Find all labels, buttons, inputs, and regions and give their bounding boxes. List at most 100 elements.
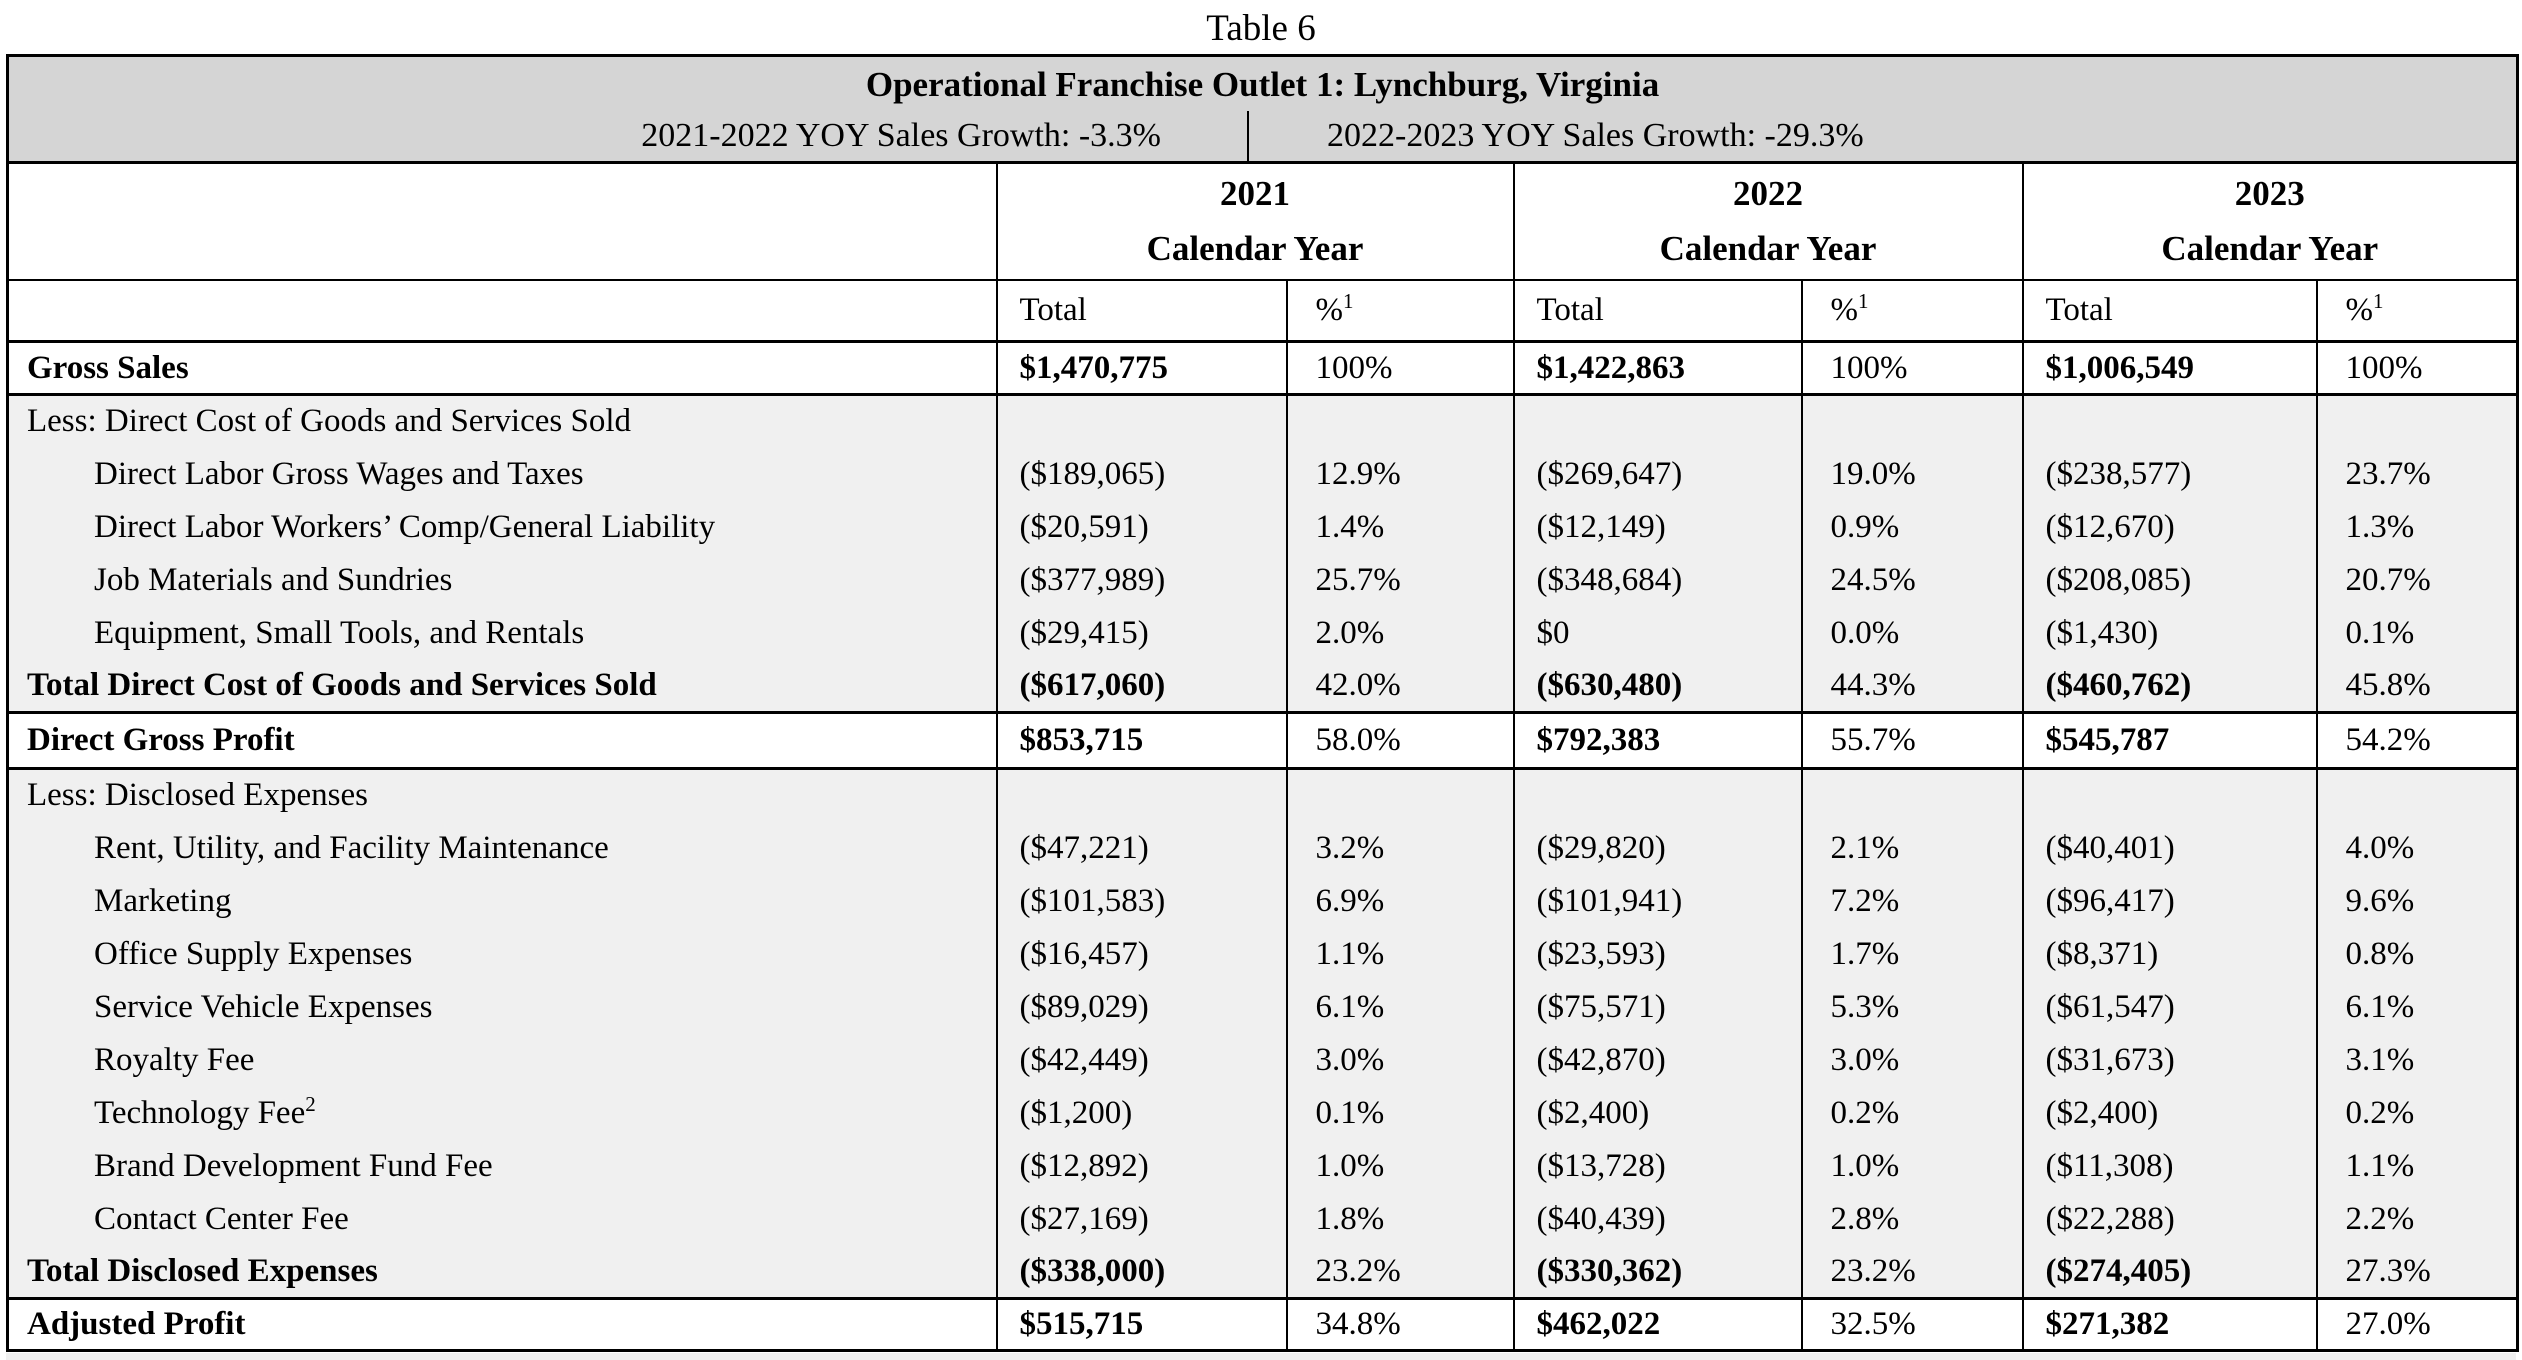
amount-cell: $462,022: [1512, 1298, 1802, 1351]
year-label: 2023: [2234, 174, 2305, 214]
percent-cell: 1.1%: [1285, 927, 1514, 981]
amount-cell: ($75,571): [1512, 980, 1802, 1034]
next-row-cutoff-strip: [6, 1353, 2516, 1360]
amount-cell: [1512, 394, 1802, 448]
year-header-2022: 2022 Calendar Year: [1512, 162, 2023, 281]
row-label: Royalty Fee: [7, 1033, 997, 1087]
year-label: 2022: [1733, 174, 1803, 214]
year-header-2021: 2021 Calendar Year: [995, 162, 1514, 281]
subheader-pct-2023: %1: [2315, 279, 2518, 343]
amount-cell: ($2,400): [2021, 1086, 2317, 1140]
percent-cell: 5.3%: [1800, 980, 2023, 1034]
table-row: Rent, Utility, and Facility Maintenance …: [7, 821, 2518, 875]
percent-cell: 3.2%: [1285, 821, 1514, 875]
percent-cell: 25.7%: [1285, 553, 1514, 607]
amount-cell: $271,382: [2021, 1298, 2317, 1351]
amount-cell: $545,787: [2021, 712, 2317, 770]
percent-cell: 20.7%: [2315, 553, 2518, 607]
subheader-total-2023: Total: [2021, 279, 2317, 343]
percent-sign: %: [1830, 291, 1859, 328]
calendar-year-label: Calendar Year: [2161, 229, 2379, 269]
percent-cell: 1.0%: [1800, 1139, 2023, 1193]
table-row: Job Materials and Sundries ($377,989) 25…: [7, 553, 2518, 607]
percent-cell: 45.8%: [2315, 659, 2518, 714]
amount-cell: $515,715: [995, 1298, 1287, 1351]
percent-cell: 23.7%: [2315, 447, 2518, 501]
percent-cell: 58.0%: [1285, 712, 1514, 770]
percent-cell: 12.9%: [1285, 447, 1514, 501]
amount-cell: ($23,593): [1512, 927, 1802, 981]
percent-cell: 9.6%: [2315, 874, 2518, 928]
percent-cell: 100%: [1800, 341, 2023, 396]
percent-cell: 23.2%: [1285, 1245, 1514, 1300]
calendar-year-label: Calendar Year: [1659, 229, 1877, 269]
percent-cell: 100%: [2315, 341, 2518, 396]
table-row-total-cogs: Total Direct Cost of Goods and Services …: [7, 659, 2518, 714]
amount-cell: ($12,670): [2021, 500, 2317, 554]
amount-cell: ($101,941): [1512, 874, 1802, 928]
amount-cell: ($377,989): [995, 553, 1287, 607]
amount-cell: $1,422,863: [1512, 341, 1802, 396]
percent-cell: 27.3%: [2315, 1245, 2518, 1300]
amount-cell: ($2,400): [1512, 1086, 1802, 1140]
percent-cell: 19.0%: [1800, 447, 2023, 501]
row-label: Equipment, Small Tools, and Rentals: [7, 606, 997, 660]
amount-cell: ($47,221): [995, 821, 1287, 875]
calendar-year-label: Calendar Year: [1146, 229, 1364, 269]
row-label: Less: Direct Cost of Goods and Services …: [7, 394, 997, 448]
percent-cell: 1.4%: [1285, 500, 1514, 554]
percent-cell: 1.7%: [1800, 927, 2023, 981]
amount-cell: ($101,583): [995, 874, 1287, 928]
row-label: Direct Gross Profit: [7, 712, 997, 770]
percent-cell: [1285, 394, 1514, 448]
amount-cell: [1512, 768, 1802, 822]
amount-cell: ($12,149): [1512, 500, 1802, 554]
percent-cell: 1.0%: [1285, 1139, 1514, 1193]
percent-cell: 7.2%: [1800, 874, 2023, 928]
percent-cell: 0.2%: [1800, 1086, 2023, 1140]
percent-cell: [2315, 768, 2518, 822]
percent-cell: 100%: [1285, 341, 1514, 396]
amount-cell: $1,006,549: [2021, 341, 2317, 396]
percent-cell: 2.0%: [1285, 606, 1514, 660]
table-row: Equipment, Small Tools, and Rentals ($29…: [7, 606, 2518, 660]
amount-cell: ($31,673): [2021, 1033, 2317, 1087]
percent-sign: %: [2345, 291, 2374, 328]
amount-cell: $792,383: [1512, 712, 1802, 770]
percent-cell: 0.1%: [1285, 1086, 1514, 1140]
table-row-total-disclosed: Total Disclosed Expenses ($338,000) 23.2…: [7, 1245, 2518, 1300]
year-header-row: 2021 Calendar Year 2022 Calendar Year 20…: [7, 162, 2518, 281]
row-label: Direct Labor Workers’ Comp/General Liabi…: [7, 500, 997, 554]
amount-cell: ($460,762): [2021, 659, 2317, 714]
amount-cell: ($1,430): [2021, 606, 2317, 660]
table-caption: Table 6: [1206, 8, 1316, 49]
row-label: Brand Development Fund Fee: [7, 1139, 997, 1193]
amount-cell: ($20,591): [995, 500, 1287, 554]
amount-cell: ($13,728): [1512, 1139, 1802, 1193]
percent-cell: [1285, 768, 1514, 822]
percent-cell: 0.9%: [1800, 500, 2023, 554]
amount-cell: ($42,449): [995, 1033, 1287, 1087]
percent-cell: 54.2%: [2315, 712, 2518, 770]
row-label: Less: Disclosed Expenses: [7, 768, 997, 822]
yoy-growth-2022-2023: 2022-2023 YOY Sales Growth: -29.3%: [1327, 117, 1864, 154]
table-row: Service Vehicle Expenses ($89,029) 6.1% …: [7, 980, 2518, 1034]
table-row-gross-sales: Gross Sales $1,470,775 100% $1,422,863 1…: [7, 341, 2518, 396]
table-row-section-header: Less: Direct Cost of Goods and Services …: [7, 394, 2518, 448]
table-row: Brand Development Fund Fee ($12,892) 1.0…: [7, 1139, 2518, 1193]
amount-cell: ($16,457): [995, 927, 1287, 981]
footnote-marker: 1: [2373, 288, 2384, 313]
amount-cell: [995, 768, 1287, 822]
amount-cell: ($630,480): [1512, 659, 1802, 714]
subheader-total-2021: Total: [995, 279, 1287, 343]
row-label: Total Disclosed Expenses: [7, 1245, 997, 1300]
percent-cell: 6.9%: [1285, 874, 1514, 928]
percent-cell: 0.0%: [1800, 606, 2023, 660]
percent-cell: 27.0%: [2315, 1298, 2518, 1351]
amount-cell: $0: [1512, 606, 1802, 660]
footnote-marker: 1: [1858, 288, 1869, 313]
percent-cell: 23.2%: [1800, 1245, 2023, 1300]
row-label: Direct Labor Gross Wages and Taxes: [7, 447, 997, 501]
subheader-row: Total %1 Total %1 Total %1: [7, 279, 2518, 343]
